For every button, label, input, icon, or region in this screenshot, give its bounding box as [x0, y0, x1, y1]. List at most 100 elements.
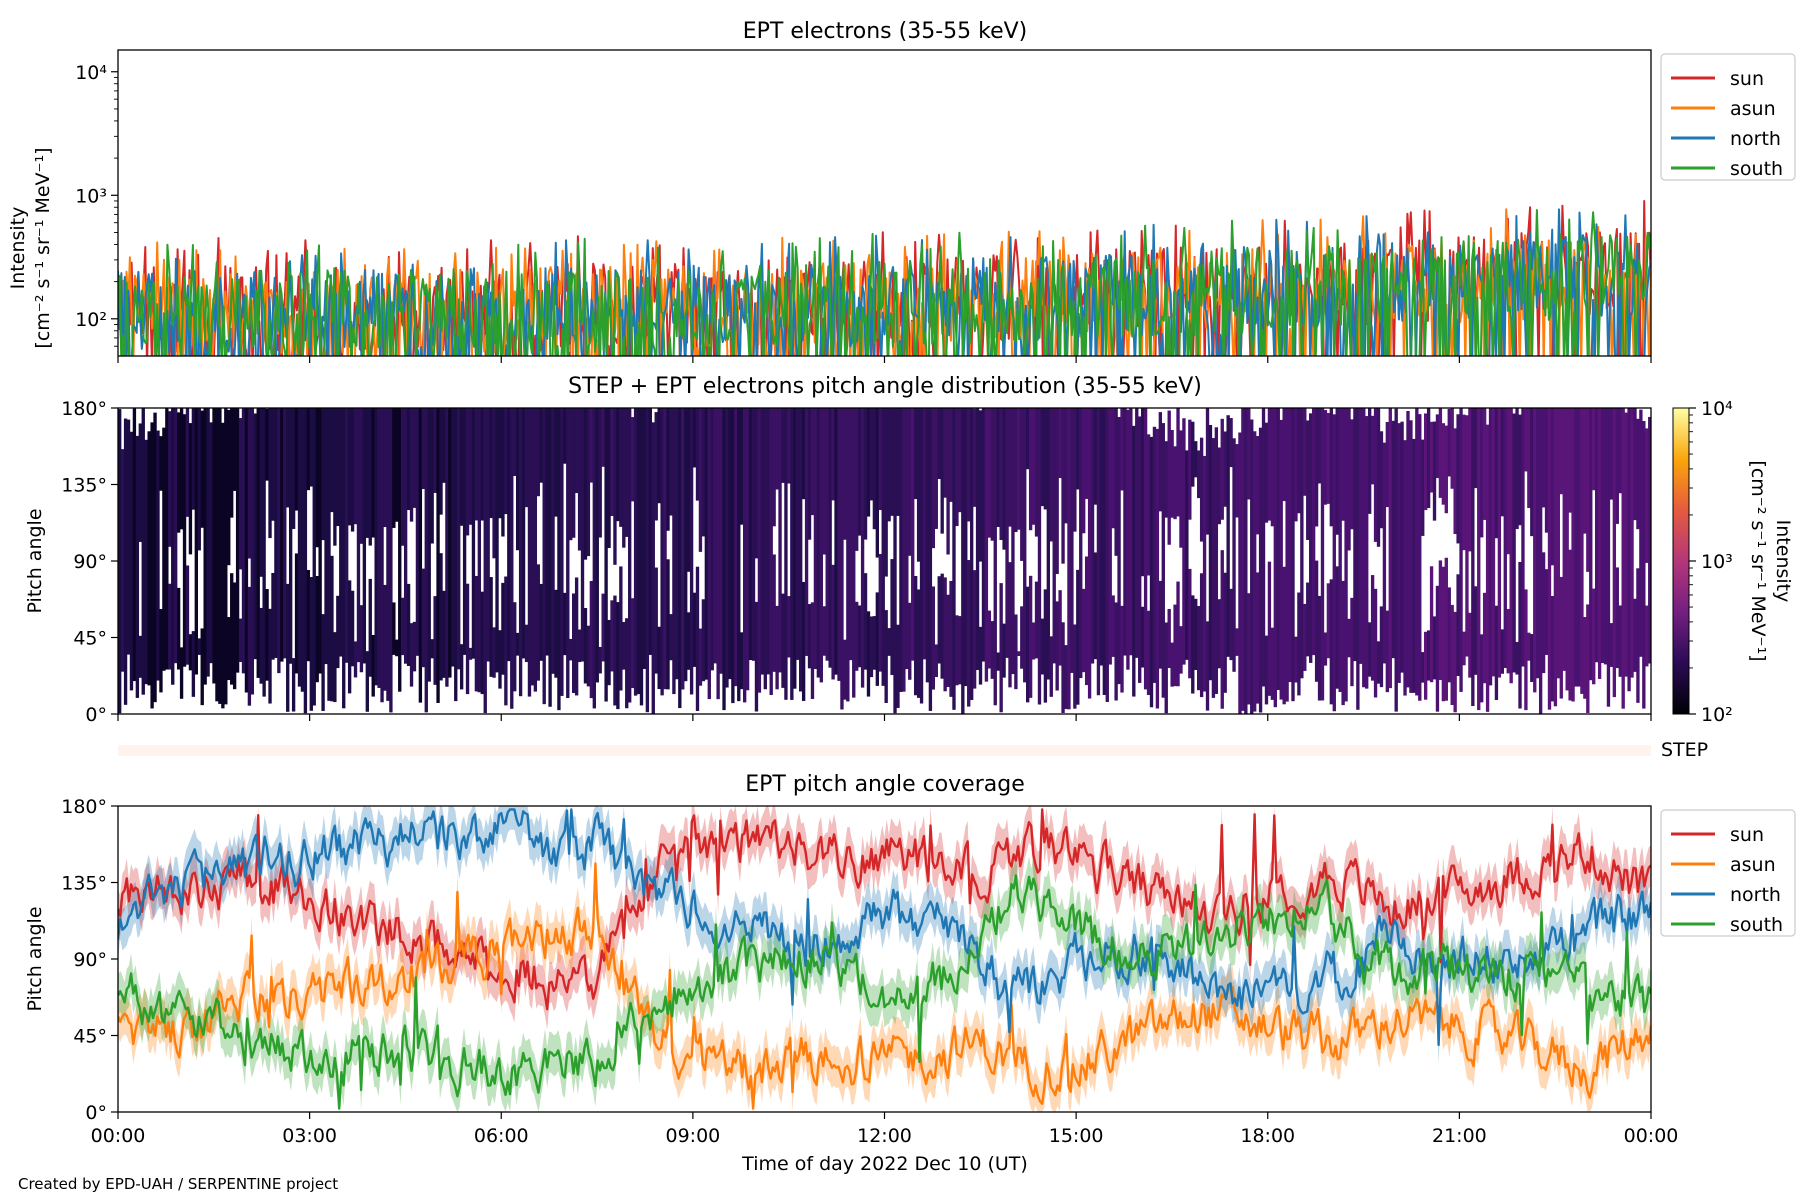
heatmap-cell	[1079, 408, 1083, 679]
heatmap-cell	[1500, 629, 1504, 674]
heatmap-cell	[1633, 598, 1637, 672]
heatmap-cell	[1594, 408, 1599, 663]
heatmap-cell	[1064, 408, 1068, 524]
heatmap-cell	[1002, 408, 1006, 550]
heatmap-cell	[692, 408, 697, 468]
heatmap-cell	[645, 408, 650, 713]
heatmap-cell	[589, 408, 594, 483]
heatmap-cell	[468, 408, 473, 525]
heatmap-cell	[153, 412, 157, 703]
heatmap-cell	[952, 408, 956, 710]
heatmap-cell	[1205, 621, 1210, 711]
heatmap-cell	[197, 408, 201, 551]
heatmap-cell	[1648, 416, 1651, 664]
heatmap-cell	[1518, 561, 1522, 709]
heatmap-cell	[1152, 426, 1157, 683]
heatmap-cell	[1282, 566, 1286, 705]
heatmap-cell	[763, 408, 767, 690]
heatmap-cell	[271, 408, 275, 521]
heatmap-cell	[277, 408, 281, 674]
heatmap-cell	[1344, 408, 1348, 702]
legend-label-asun: asun	[1730, 98, 1776, 120]
heatmap-cell	[333, 632, 337, 703]
heatmap-cell	[589, 580, 594, 699]
heatmap-cell	[1320, 408, 1325, 701]
heatmap-cell	[1462, 631, 1466, 666]
heatmap-cell	[1037, 408, 1042, 705]
heatmap-cell	[908, 408, 912, 556]
heatmap-cell	[1347, 408, 1351, 551]
heatmap-cell	[1506, 408, 1510, 555]
panel1-ylabel: Intensity [cm⁻² s⁻¹ sr⁻¹ MeV⁻¹]	[7, 147, 54, 348]
heatmap-cell	[336, 595, 340, 669]
heatmap-cell	[787, 408, 791, 484]
heatmap-cell	[1161, 423, 1165, 698]
heatmap-cell	[940, 408, 944, 534]
heatmap-cell	[150, 422, 154, 709]
heatmap-cell	[286, 583, 290, 712]
heatmap-cell	[1597, 408, 1602, 679]
heatmap-cell	[642, 408, 647, 669]
heatmap-cell	[321, 408, 325, 541]
heatmap-cell	[810, 602, 815, 699]
heatmap-cell	[513, 602, 517, 692]
heatmap-cell	[657, 408, 661, 504]
heatmap-cell	[442, 408, 446, 483]
heatmap-cell	[810, 408, 815, 516]
heatmap-cell	[1538, 408, 1543, 714]
heatmap-cell	[1028, 575, 1033, 698]
heatmap-cell	[342, 408, 346, 709]
heatmap-cell	[324, 408, 328, 665]
heatmap-cell	[1512, 413, 1516, 673]
x-tick-label: 03:00	[282, 1125, 337, 1147]
heatmap-cell	[1353, 408, 1357, 662]
heatmap-cell	[1211, 438, 1216, 698]
heatmap-cell	[330, 555, 334, 702]
heatmap-cell	[610, 408, 614, 517]
heatmap-cell	[554, 589, 558, 678]
heatmap-cell	[604, 408, 608, 702]
heatmap-cell	[286, 408, 290, 508]
heatmap-cell	[1146, 434, 1151, 576]
x-tick-label: 00:00	[91, 1125, 146, 1147]
heatmap-cell	[1642, 420, 1646, 709]
heatmap-cell	[403, 408, 408, 664]
heatmap-cell	[221, 422, 225, 709]
legend-label-asun: asun	[1730, 854, 1776, 876]
heatmap-cell	[946, 594, 950, 688]
heatmap-cell	[480, 408, 484, 521]
heatmap-cell	[406, 408, 411, 510]
heatmap-cell	[406, 583, 411, 666]
heatmap-cell	[887, 628, 891, 656]
heatmap-cell	[138, 635, 142, 678]
heatmap-cell	[913, 408, 918, 500]
heatmap-cell	[1400, 421, 1404, 673]
heatmap-cell	[353, 641, 358, 678]
panel1-plot-area	[118, 200, 1651, 356]
heatmap-cell	[964, 408, 968, 687]
heatmap-cell	[580, 408, 585, 662]
heatmap-cell	[931, 408, 936, 549]
heatmap-cell	[1090, 408, 1095, 664]
heatmap-cell	[1527, 408, 1531, 508]
legend-label-sun: sun	[1730, 824, 1764, 846]
heatmap-cell	[601, 408, 605, 467]
heatmap-cell	[1423, 631, 1428, 700]
heatmap-cell	[1509, 408, 1513, 684]
heatmap-cell	[625, 408, 629, 537]
heatmap-cell	[327, 408, 331, 701]
heatmap-cell	[1194, 441, 1198, 478]
heatmap-cell	[1261, 408, 1266, 687]
heatmap-cell	[427, 408, 431, 682]
heatmap-cell	[684, 408, 688, 682]
heatmap-cell	[350, 590, 355, 667]
heatmap-cell	[409, 623, 414, 687]
heatmap-cell	[1017, 408, 1021, 530]
y-tick-label: 90°	[73, 949, 107, 971]
heatmap-cell	[577, 629, 582, 663]
panel3-yaxis: 0° 45° 90° 135° 180°	[61, 796, 118, 1124]
heatmap-cell	[1630, 408, 1634, 678]
heatmap-cell	[247, 408, 252, 559]
heatmap-cell	[1367, 622, 1372, 677]
heatmap-cell	[1541, 408, 1546, 508]
